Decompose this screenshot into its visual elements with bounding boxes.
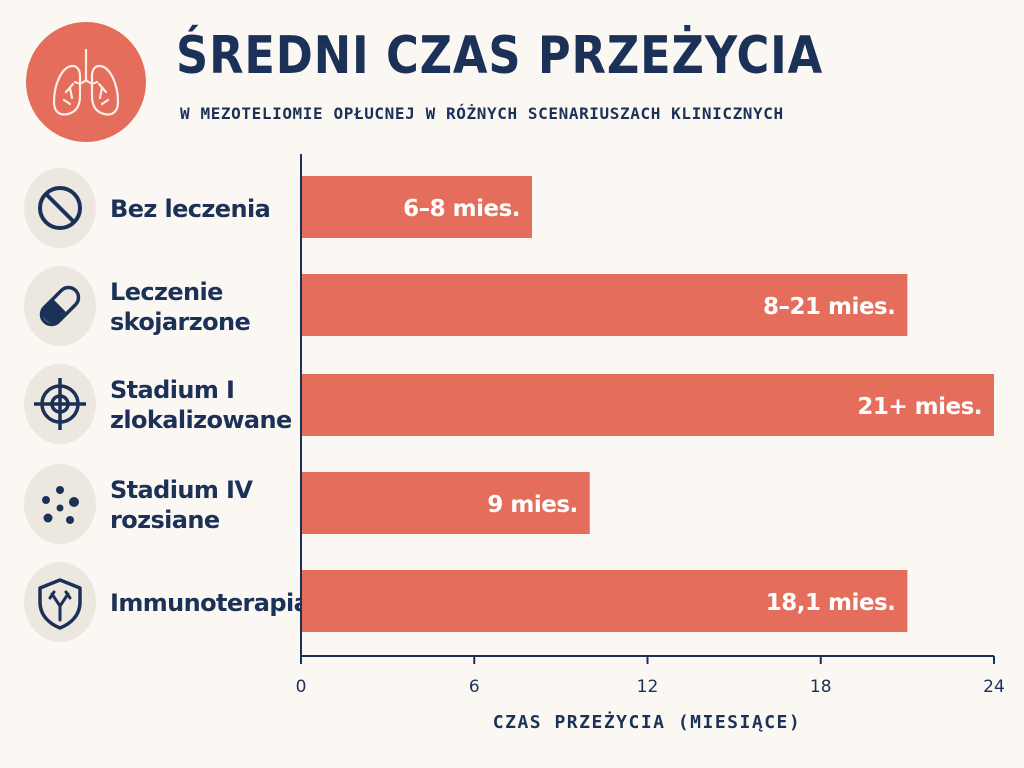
logo-badge xyxy=(26,22,146,142)
category-row-bez-leczenia: Bez leczenia xyxy=(24,168,299,250)
category-label: Stadium IV rozsiane xyxy=(110,476,253,534)
bar xyxy=(302,570,908,632)
category-label: Immunoterapia xyxy=(110,589,310,617)
bar-value-label: 21+ mies. xyxy=(857,394,982,420)
category-row-stadium-i: Stadium I zlokalizowane xyxy=(24,364,299,446)
icon-badge xyxy=(24,168,96,248)
icon-badge xyxy=(24,562,96,642)
bar-value-label: 9 mies. xyxy=(487,492,577,518)
page-title: ŚREDNI CZAS PRZEŻYCIA xyxy=(176,26,824,86)
x-tick-label: 18 xyxy=(810,677,832,697)
bar xyxy=(302,176,532,238)
category-label: Stadium I zlokalizowane xyxy=(110,376,292,434)
icon-badge xyxy=(24,266,96,346)
icon-badge xyxy=(24,464,96,544)
target-icon xyxy=(34,378,86,430)
bar xyxy=(302,374,994,436)
capsule-icon xyxy=(39,285,81,327)
bar-value-label: 18,1 mies. xyxy=(766,590,896,616)
x-axis-title: CZAS PRZEŻYCIA (MIESIĄCE) xyxy=(492,712,802,733)
x-tick-label: 6 xyxy=(469,677,480,697)
category-label: Leczenie skojarzone xyxy=(110,278,251,336)
scattered-dots-icon xyxy=(42,486,79,524)
bar xyxy=(302,472,590,534)
category-row-stadium-iv: Stadium IV rozsiane xyxy=(24,464,299,546)
x-tick-label: 12 xyxy=(637,677,659,697)
x-tick-label: 0 xyxy=(296,677,307,697)
prohibited-icon xyxy=(38,186,82,230)
category-row-immunoterapia: Immunoterapia xyxy=(24,562,310,644)
category-label: Bez leczenia xyxy=(110,195,271,223)
antibody-shield-icon xyxy=(38,578,82,630)
bar-value-label: 6–8 mies. xyxy=(403,196,520,222)
icon-badge xyxy=(24,364,96,444)
bar-value-label: 8–21 mies. xyxy=(763,294,895,320)
category-row-leczenie-skojarzone: Leczenie skojarzone xyxy=(24,266,299,348)
bar xyxy=(302,274,908,336)
x-tick-label: 24 xyxy=(983,677,1005,697)
page-subtitle: W MEZOTELIOMIE OPŁUCNEJ W RÓŻNYCH SCENAR… xyxy=(180,104,784,123)
lungs-icon xyxy=(52,48,120,116)
